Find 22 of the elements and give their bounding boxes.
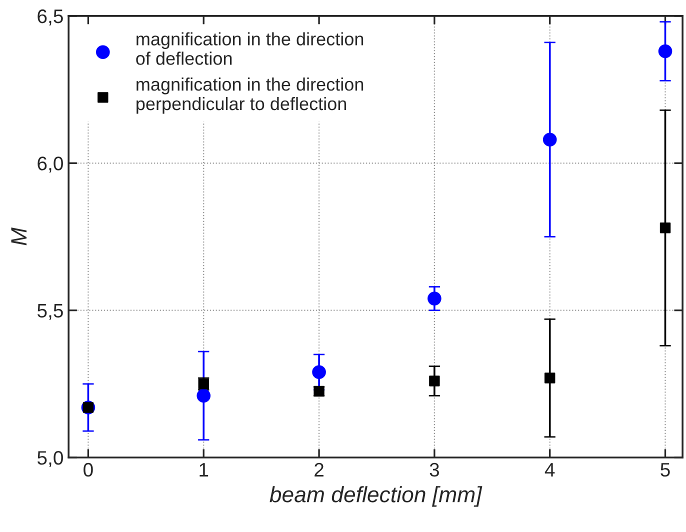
point [660,222,671,234]
point [544,372,556,384]
x-tick-label: 4 [544,463,555,476]
legend-label: magnification in the direction of deflection [136,32,364,65]
x-tick-label: 3 [430,462,439,477]
point [429,376,440,386]
point [196,388,211,403]
y-tick-label: 5,5 [37,304,63,320]
legend-label: magnification in the direction perpendicular to deflection [136,78,364,114]
y-axis-title: M [11,227,27,246]
x-tick-label: 1 [200,463,208,476]
y-tick-label: 6,0 [38,156,63,173]
point [312,365,326,380]
point [658,44,672,58]
x-tick-label: 0 [84,462,93,477]
x-tick-label: 5 [660,463,670,477]
point [542,132,557,147]
x-axis-title: beam deflection [mm] [270,486,482,507]
x-tick-label: 2 [314,462,324,476]
point [428,292,442,306]
y-tick-label: 6,5 [38,9,63,26]
y-tick-label: 5,0 [37,450,63,468]
